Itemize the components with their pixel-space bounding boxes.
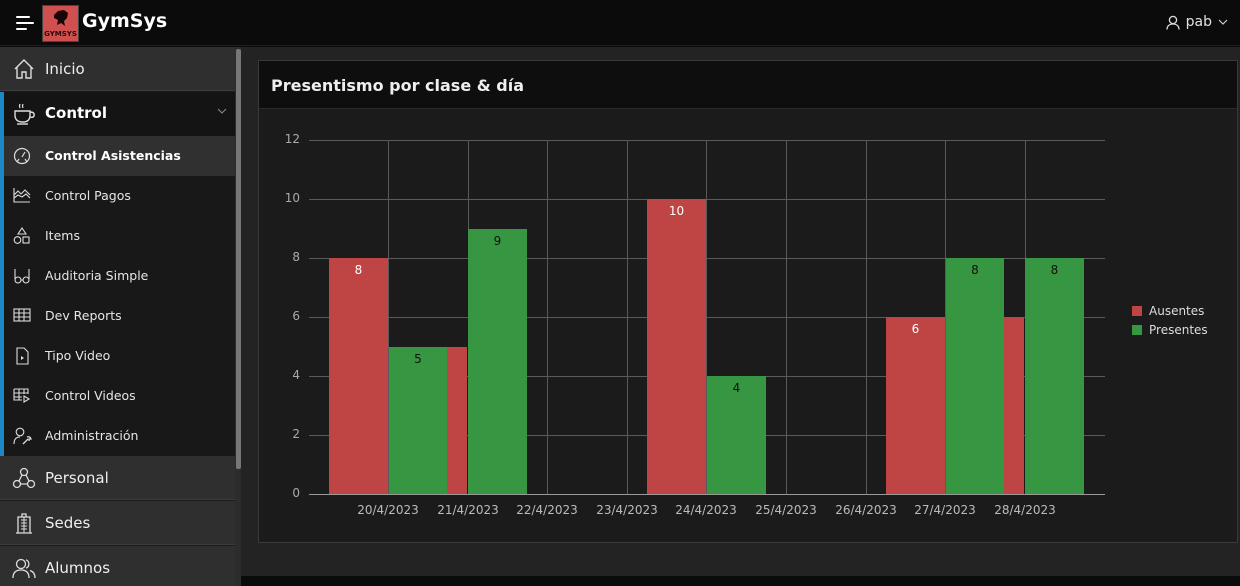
network-icon xyxy=(12,467,36,489)
bar-value-label: 5 xyxy=(414,352,422,366)
chart-legend: Ausentes Presentes xyxy=(1132,301,1208,339)
sidebar-item-label: Auditoria Simple xyxy=(45,268,149,283)
bar-presentes[interactable]: 9 xyxy=(468,229,527,494)
home-icon xyxy=(14,59,34,79)
bar-value-label: 8 xyxy=(1050,263,1059,277)
bar-ausentes[interactable]: 10 xyxy=(647,199,706,494)
top-bar: GYMSYS GymSys pab xyxy=(0,0,1240,46)
sidebar-group-header-control[interactable]: Control xyxy=(4,92,235,136)
sidebar-item-control-pagos[interactable]: Control Pagos xyxy=(4,176,235,216)
user-icon xyxy=(1165,15,1180,30)
bar-value-label: 10 xyxy=(668,204,685,218)
table-icon xyxy=(13,308,31,322)
gauge-icon xyxy=(13,147,31,165)
sidebar-item-label: Dev Reports xyxy=(45,308,122,323)
sidebar-item-label: Items xyxy=(45,228,80,243)
app-title: GymSys xyxy=(82,10,168,32)
user-name: pab xyxy=(1185,14,1212,30)
sidebar-item-sedes[interactable]: Sedes xyxy=(0,501,235,545)
sidebar-item-label: Alumnos xyxy=(45,558,111,577)
area-chart-icon xyxy=(13,188,31,203)
bar-presentes[interactable]: 8 xyxy=(946,258,1004,494)
bar-value-label: 6 xyxy=(911,322,920,336)
legend-swatch xyxy=(1132,324,1142,335)
panther-icon xyxy=(54,10,68,26)
user-menu[interactable]: pab xyxy=(1165,14,1228,30)
card-title: Presentismo por clase & día xyxy=(271,76,524,95)
users-icon xyxy=(12,558,36,579)
logo-text: GYMSYS xyxy=(44,30,77,38)
chevron-down-icon xyxy=(1218,19,1228,25)
sidebar-item-control-videos[interactable]: Control Videos xyxy=(4,376,235,416)
bar-presentes[interactable]: 5 xyxy=(389,347,447,494)
bar-value-label: 8 xyxy=(354,263,363,277)
sidebar-item-label: Sedes xyxy=(45,513,91,532)
sidebar-group-label: Control xyxy=(45,104,108,122)
sidebar-item-label: Control Pagos xyxy=(45,188,131,203)
sidebar-item-control-asistencias[interactable]: Control Asistencias xyxy=(4,136,235,176)
sidebar-item-label: Administración xyxy=(45,428,139,443)
menu-toggle-button[interactable] xyxy=(16,16,34,30)
sidebar-item-alumnos[interactable]: Alumnos xyxy=(0,546,235,586)
sidebar-item-dev-reports[interactable]: Dev Reports xyxy=(4,296,235,336)
bar-ausentes[interactable]: 6 xyxy=(886,317,945,494)
user-wrench-icon xyxy=(13,427,32,445)
footer xyxy=(241,576,1240,586)
sidebar-item-tipo-video[interactable]: Tipo Video xyxy=(4,336,235,376)
sidebar-item-inicio[interactable]: Inicio xyxy=(0,47,235,91)
bar-ausentes[interactable] xyxy=(1004,317,1024,494)
sidebar-item-label: Inicio xyxy=(45,59,85,78)
card-header: Presentismo por clase & día xyxy=(259,61,1237,109)
bar-value-label: 4 xyxy=(732,381,741,395)
sidebar-item-label: Control Videos xyxy=(45,388,136,403)
legend-label: Ausentes xyxy=(1149,303,1205,318)
bar-ausentes[interactable] xyxy=(447,347,467,494)
sidebar-item-items[interactable]: Items xyxy=(4,216,235,256)
shapes-icon xyxy=(13,227,30,244)
bar-presentes[interactable]: 4 xyxy=(707,376,766,494)
legend-item-ausentes[interactable]: Ausentes xyxy=(1132,301,1208,320)
sidebar-item-label: Control Asistencias xyxy=(45,148,181,163)
video-file-icon xyxy=(16,347,29,365)
sidebar-group-control: Control Control Asistencias Control Pago… xyxy=(0,92,235,456)
app-logo[interactable]: GYMSYS xyxy=(42,5,79,42)
bar-presentes[interactable]: 8 xyxy=(1025,258,1084,494)
sidebar: Inicio Control Control Asistencias xyxy=(0,47,241,586)
bar-value-label: 8 xyxy=(971,263,979,277)
table-play-icon xyxy=(13,388,31,403)
active-group-indicator xyxy=(0,92,4,456)
bar-ausentes[interactable]: 8 xyxy=(329,258,388,494)
sidebar-item-administracion[interactable]: Administración xyxy=(4,416,235,456)
legend-item-presentes[interactable]: Presentes xyxy=(1132,320,1208,339)
chevron-down-icon xyxy=(217,108,227,114)
main-content: Presentismo por clase & día xyxy=(241,47,1240,576)
coffee-cup-icon xyxy=(14,103,35,125)
bar-value-label: 9 xyxy=(493,234,502,248)
legend-swatch xyxy=(1132,305,1142,316)
sidebar-scrollbar-thumb[interactable] xyxy=(236,49,241,469)
sidebar-item-label: Personal xyxy=(45,468,109,487)
legend-label: Presentes xyxy=(1149,322,1208,337)
glasses-icon xyxy=(14,269,30,284)
sidebar-item-label: Tipo Video xyxy=(45,348,111,363)
sidebar-item-personal[interactable]: Personal xyxy=(0,456,235,500)
sidebar-item-auditoria-simple[interactable]: Auditoria Simple xyxy=(4,256,235,296)
building-icon xyxy=(16,513,32,534)
